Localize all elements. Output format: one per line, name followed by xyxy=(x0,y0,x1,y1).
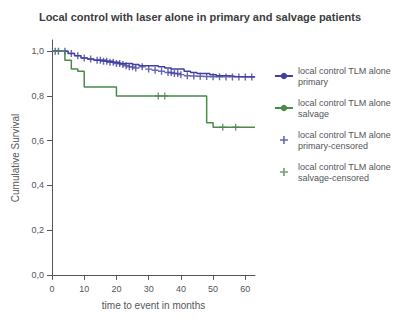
svg-text:10: 10 xyxy=(79,284,89,294)
svg-text:60: 60 xyxy=(240,284,250,294)
svg-text:30: 30 xyxy=(144,284,154,294)
svg-text:0,6: 0,6 xyxy=(31,136,44,146)
svg-text:20: 20 xyxy=(111,284,121,294)
svg-text:local control TLM alone: local control TLM alone xyxy=(298,66,391,76)
svg-text:local control TLM alone: local control TLM alone xyxy=(298,130,391,140)
svg-text:0,2: 0,2 xyxy=(31,225,44,235)
svg-text:0: 0 xyxy=(49,284,54,294)
svg-text:0,8: 0,8 xyxy=(31,91,44,101)
svg-text:0,0: 0,0 xyxy=(31,270,44,280)
svg-text:local control TLM alone: local control TLM alone xyxy=(298,98,391,108)
svg-text:Cumulative Survival: Cumulative Survival xyxy=(10,114,21,202)
svg-text:local control TLM alone: local control TLM alone xyxy=(298,162,391,172)
svg-text:salvage: salvage xyxy=(298,109,329,119)
svg-text:primary-censored: primary-censored xyxy=(298,141,368,151)
svg-text:salvage-censored: salvage-censored xyxy=(298,173,369,183)
svg-text:40: 40 xyxy=(176,284,186,294)
svg-text:0,4: 0,4 xyxy=(31,180,44,190)
svg-text:time to event in months: time to event in months xyxy=(102,300,205,311)
svg-text:Local control with laser alone: Local control with laser alone in primar… xyxy=(39,11,361,23)
svg-text:1,0: 1,0 xyxy=(31,46,44,56)
svg-text:primary: primary xyxy=(298,77,329,87)
svg-text:50: 50 xyxy=(208,284,218,294)
